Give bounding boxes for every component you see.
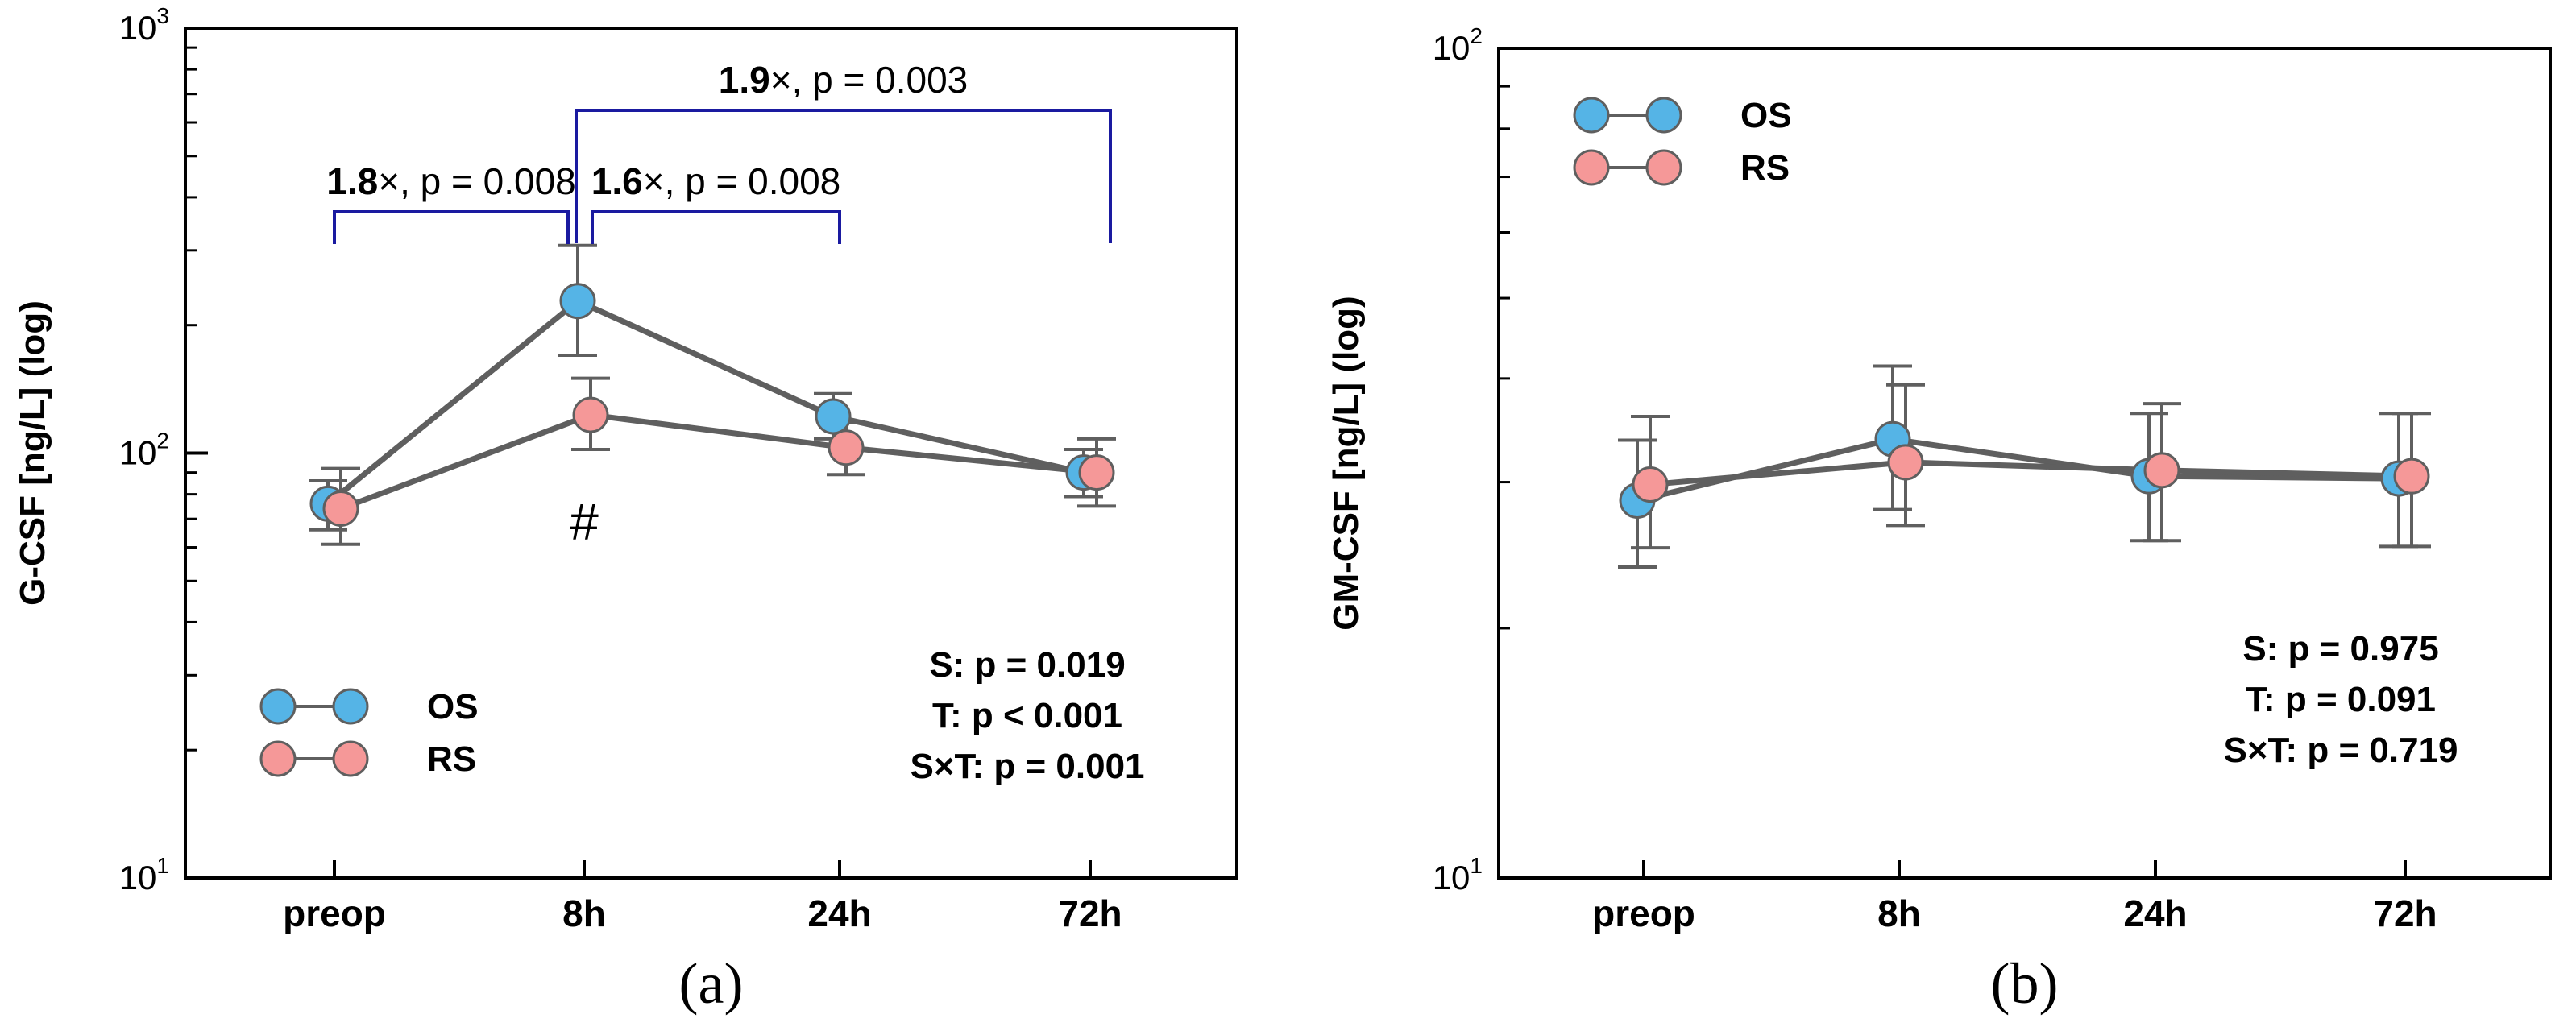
data-point-os — [559, 283, 596, 320]
significance-hash: # — [570, 493, 599, 551]
stats-line: S×T: p = 0.719 — [2223, 731, 2458, 770]
significance-bracket: 1.9×, p = 0.003 — [575, 59, 1112, 243]
data-point-rs — [322, 490, 359, 527]
x-tick-label: 8h — [1877, 892, 1921, 934]
y-tick-exponent: 2 — [1470, 23, 1483, 48]
legend-marker — [259, 688, 297, 725]
significance-bracket: 1.8×, p = 0.008 — [326, 160, 576, 244]
y-tick-exponent: 2 — [156, 429, 169, 453]
y-tick-exponent: 1 — [156, 853, 169, 878]
data-point-rs — [1632, 466, 1669, 503]
legend-label: RS — [1740, 148, 1790, 188]
data-point-rs — [2143, 452, 2180, 489]
y-tick-label: 101 — [1433, 853, 1483, 896]
x-tick-label: preop — [1592, 892, 1695, 934]
bracket-label: 1.6×, p = 0.008 — [591, 160, 841, 202]
x-tick-label: 24h — [807, 892, 871, 934]
legend-item-rs: RS — [1573, 148, 1790, 188]
y-tick-base: 10 — [1433, 29, 1471, 67]
stats-line: S: p = 0.975 — [2242, 629, 2438, 669]
y-tick-base: 10 — [119, 9, 157, 47]
stats-line: T: p < 0.001 — [932, 696, 1122, 735]
y-tick-base: 10 — [119, 859, 157, 896]
plot-frame — [1497, 47, 2552, 880]
legend-marker — [1645, 97, 1682, 134]
x-tick-label: 24h — [2123, 892, 2187, 934]
data-point-rs — [572, 396, 609, 433]
y-tick-label: 101 — [119, 853, 169, 896]
stats-line: S×T: p = 0.001 — [910, 747, 1144, 786]
panel-caption: (b) — [1991, 951, 2059, 1016]
y-axis-label: GM-CSF [ng/L] (log) — [1326, 296, 1366, 630]
bracket-label: 1.9×, p = 0.003 — [719, 59, 969, 101]
legend-label: OS — [427, 687, 479, 727]
legend-marker — [332, 740, 369, 777]
significance-bracket: 1.6×, p = 0.008 — [591, 160, 841, 244]
legend-item-os: OS — [1573, 96, 1792, 135]
legend-label: RS — [427, 739, 476, 779]
legend-marker — [1573, 149, 1610, 186]
bracket-line — [575, 109, 1112, 243]
x-tick-label: 8h — [562, 892, 606, 934]
series-line-os — [326, 298, 1085, 507]
bracket-fold: 1.6 — [591, 160, 643, 202]
data-point-rs — [1887, 444, 1924, 481]
x-tick-label: 72h — [2373, 892, 2437, 934]
legend-label: OS — [1740, 96, 1792, 135]
stats-line: S: p = 0.019 — [929, 645, 1125, 685]
legend-marker — [332, 688, 369, 725]
bracket-p-value: ×, p = 0.003 — [770, 59, 969, 101]
legend-item-rs: RS — [259, 739, 476, 779]
data-point-rs — [2393, 458, 2430, 495]
stats-line: T: p = 0.091 — [2246, 680, 2436, 719]
series-line-rs — [339, 412, 1097, 511]
x-tick-label: 72h — [1058, 892, 1122, 934]
y-tick-label: 103 — [119, 3, 169, 47]
legend-marker — [259, 740, 297, 777]
bracket-fold: 1.9 — [719, 59, 770, 101]
data-point-rs — [828, 429, 865, 466]
legend-marker — [1573, 97, 1610, 134]
data-point-os — [815, 398, 852, 435]
y-tick-label: 102 — [1433, 23, 1483, 67]
y-tick-exponent: 1 — [1470, 853, 1483, 878]
data-point-rs — [1078, 454, 1115, 491]
bracket-line — [591, 210, 841, 244]
series-line-rs — [1649, 459, 2412, 488]
y-tick-exponent: 3 — [156, 3, 169, 28]
legend-marker — [1645, 149, 1682, 186]
bracket-fold: 1.8 — [326, 160, 378, 202]
bracket-line — [333, 210, 570, 244]
y-tick-base: 10 — [1433, 859, 1471, 896]
series-line-os — [1636, 436, 2400, 503]
legend-item-os: OS — [259, 687, 479, 727]
y-tick-label: 102 — [119, 429, 169, 472]
bracket-p-value: ×, p = 0.008 — [378, 160, 576, 202]
bracket-label: 1.8×, p = 0.008 — [326, 160, 576, 202]
panel-caption: (a) — [679, 951, 744, 1016]
y-tick-base: 10 — [119, 434, 157, 472]
x-tick-label: preop — [283, 892, 386, 934]
bracket-p-value: ×, p = 0.008 — [643, 160, 841, 202]
y-axis-label: G-CSF [ng/L] (log) — [13, 300, 52, 606]
